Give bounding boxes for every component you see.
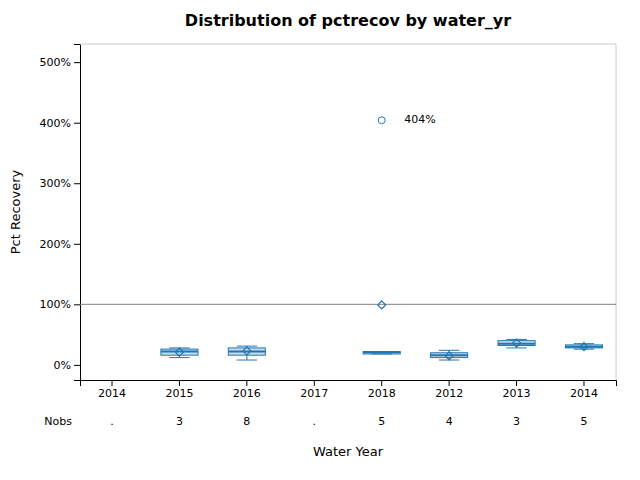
- box: [498, 341, 535, 346]
- x-tick-mark: [516, 380, 517, 386]
- y-axis-line: [74, 45, 81, 381]
- x-tick: 2013: [503, 380, 531, 400]
- x-tick: 2018: [368, 380, 396, 400]
- y-tick-label: 300%: [40, 177, 71, 190]
- x-tick: 2014: [570, 380, 598, 400]
- y-axis: 0% 100% 200% 300% 400% 500%: [40, 45, 81, 381]
- flier-labels: 404%: [404, 113, 435, 126]
- flier: [378, 117, 385, 124]
- x-tick-mark: [381, 380, 382, 386]
- box: [431, 353, 468, 358]
- x-tick: 2016: [233, 380, 261, 400]
- x-axis-title: Water Year: [313, 444, 384, 459]
- x-tick-mark: [112, 380, 113, 386]
- x-tick: 2015: [165, 380, 193, 400]
- nobs-value: .: [313, 415, 317, 428]
- nobs-value: .: [110, 415, 114, 428]
- reference-line: [80, 304, 616, 305]
- y-tick: 400%: [40, 117, 80, 130]
- mean-marker: [175, 348, 183, 356]
- y-tick-mark: [74, 183, 80, 184]
- x-tick-mark: [583, 380, 584, 386]
- nobs-label: Nobs: [44, 415, 72, 428]
- y-tick-mark: [74, 123, 80, 124]
- plot-frame-top: [80, 44, 616, 45]
- box-group: [161, 348, 198, 358]
- x-tick-label: 2013: [503, 387, 531, 400]
- y-tick-label: 200%: [40, 238, 71, 251]
- nobs-value: 3: [176, 415, 183, 428]
- box: [228, 348, 265, 355]
- x-tick-label: 2014: [570, 387, 598, 400]
- y-tick: 100%: [40, 298, 80, 311]
- x-tick-label: 2017: [300, 387, 328, 400]
- whisker-cap-upper: [439, 350, 459, 351]
- y-tick-label: 500%: [40, 56, 71, 69]
- x-tick: 2012: [435, 380, 463, 400]
- x-tick-mark: [449, 380, 450, 386]
- mean-marker: [378, 301, 386, 309]
- whisker-cap-lower: [574, 349, 594, 350]
- median: [431, 354, 468, 356]
- median: [161, 351, 198, 353]
- plot-frame-right: [616, 44, 617, 380]
- box-group: [363, 117, 400, 354]
- chart-container: 0%100%200%300%400%500%201420152016201720…: [0, 0, 640, 480]
- whisker-cap-lower: [169, 357, 189, 358]
- box-group: [431, 350, 468, 360]
- median: [363, 351, 400, 353]
- y-axis-title: Pct Recovery: [8, 169, 23, 254]
- whisker-lower: [246, 355, 247, 360]
- median: [498, 343, 535, 345]
- mean-marker: [243, 347, 251, 355]
- nobs-value: 3: [513, 415, 520, 428]
- y-tick-label: 0%: [54, 359, 71, 372]
- box-group: [565, 343, 602, 351]
- box-group: [498, 339, 535, 348]
- mean-marker: [580, 343, 588, 351]
- nobs-row: Nobs. 3 8. 5 4 3 5: [44, 415, 587, 428]
- chart-svg: 0%100%200%300%400%500%201420152016201720…: [0, 0, 640, 480]
- whisker-cap-lower: [237, 360, 257, 361]
- chart-title: Distribution of pctrecov by water_yr: [185, 11, 511, 30]
- x-tick-label: 2015: [165, 387, 193, 400]
- nobs-value: 5: [378, 415, 385, 428]
- y-tick-label: 100%: [40, 298, 71, 311]
- y-tick-mark: [74, 304, 80, 305]
- plot-area: [80, 117, 616, 360]
- nobs-value: 8: [243, 415, 250, 428]
- x-tick: 2017: [300, 380, 328, 400]
- y-tick-mark: [74, 244, 80, 245]
- y-tick: 0%: [54, 359, 80, 372]
- mean-marker: [445, 352, 453, 360]
- x-axis-line: [81, 381, 617, 387]
- median: [228, 351, 265, 353]
- x-tick-label: 2016: [233, 387, 261, 400]
- x-tick-label: 2014: [98, 387, 126, 400]
- y-tick: 300%: [40, 177, 80, 190]
- y-tick-mark: [74, 365, 80, 366]
- nobs-value: 5: [580, 415, 587, 428]
- x-tick: 2014: [98, 380, 126, 400]
- mean-marker: [513, 339, 521, 347]
- x-tick-label: 2018: [368, 387, 396, 400]
- y-tick: 500%: [40, 56, 80, 69]
- nobs-value: 4: [446, 415, 453, 428]
- box: [363, 352, 400, 354]
- box-group: [228, 346, 265, 360]
- box: [161, 349, 198, 355]
- x-tick-mark: [314, 380, 315, 386]
- x-tick-mark: [179, 380, 180, 386]
- x-axis: 2014 2015 2016 2017 2018 2012 2013 2014: [81, 380, 617, 400]
- y-tick: 200%: [40, 238, 80, 251]
- flier-label: 404%: [404, 113, 435, 126]
- x-tick-mark: [246, 380, 247, 386]
- box: [565, 345, 602, 348]
- y-tick-label: 400%: [40, 117, 71, 130]
- x-tick-label: 2012: [435, 387, 463, 400]
- y-tick-mark: [74, 62, 80, 63]
- median: [565, 346, 602, 348]
